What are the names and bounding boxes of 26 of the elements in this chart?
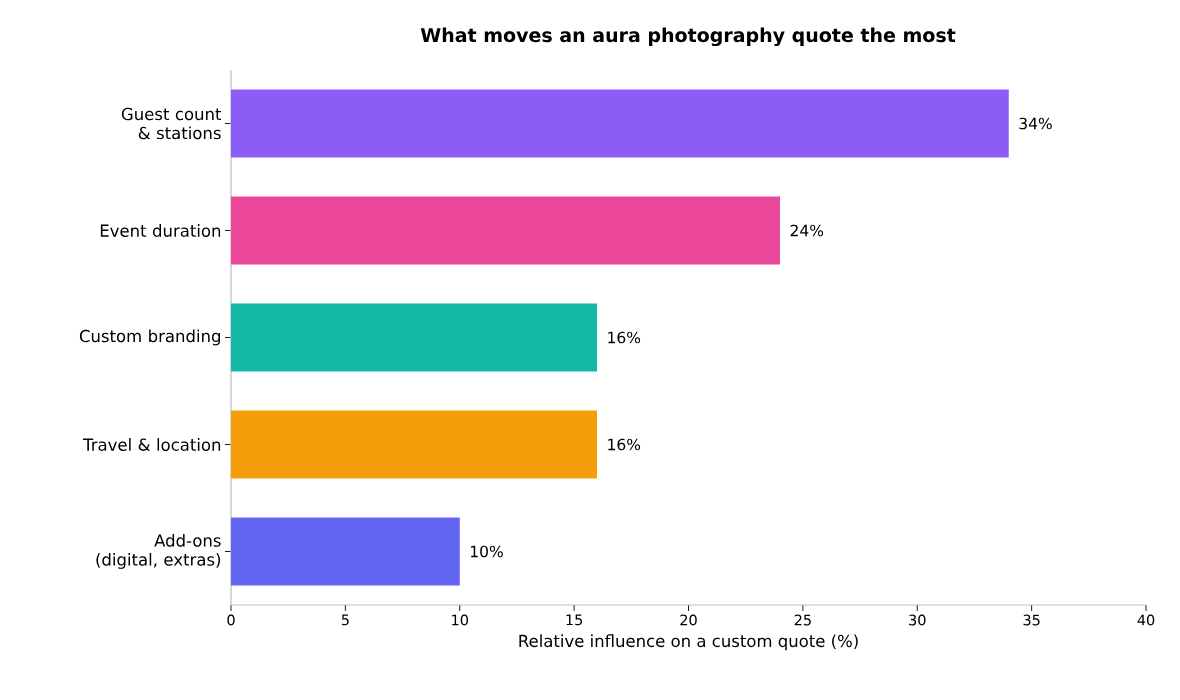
- x-tick-label: 20: [680, 614, 697, 626]
- data-label: 10%: [471, 545, 503, 558]
- bar: [231, 517, 460, 586]
- bar: [231, 303, 597, 372]
- y-tick-label: Add-ons (digital, extras): [96, 534, 221, 569]
- data-label: 24%: [790, 224, 824, 237]
- y-tick-label: Event duration: [100, 224, 221, 237]
- data-label: 34%: [1019, 117, 1052, 130]
- x-tick-label: 25: [794, 614, 811, 626]
- y-tick-label: Custom branding: [79, 329, 220, 346]
- x-tick-label: 5: [341, 614, 349, 626]
- y-tick-label: Guest count & stations: [121, 107, 222, 140]
- x-tick-label: 40: [1137, 614, 1155, 626]
- bar: [231, 89, 1009, 158]
- data-label: 16%: [608, 331, 641, 344]
- bar: [231, 196, 781, 265]
- x-tick-label: 15: [566, 614, 583, 626]
- x-tick-label: 30: [909, 614, 926, 626]
- bar: [231, 410, 597, 479]
- y-tick-label: Travel & location: [83, 438, 221, 451]
- chart-title: What moves an aura photography quote the most: [420, 27, 956, 47]
- x-tick-label: 35: [1023, 614, 1040, 626]
- x-tick-label: 0: [227, 614, 235, 626]
- data-label: 16%: [608, 438, 641, 451]
- x-axis-title: Relative influence on a custom quote (%): [519, 634, 858, 651]
- x-tick-label: 10: [452, 614, 469, 626]
